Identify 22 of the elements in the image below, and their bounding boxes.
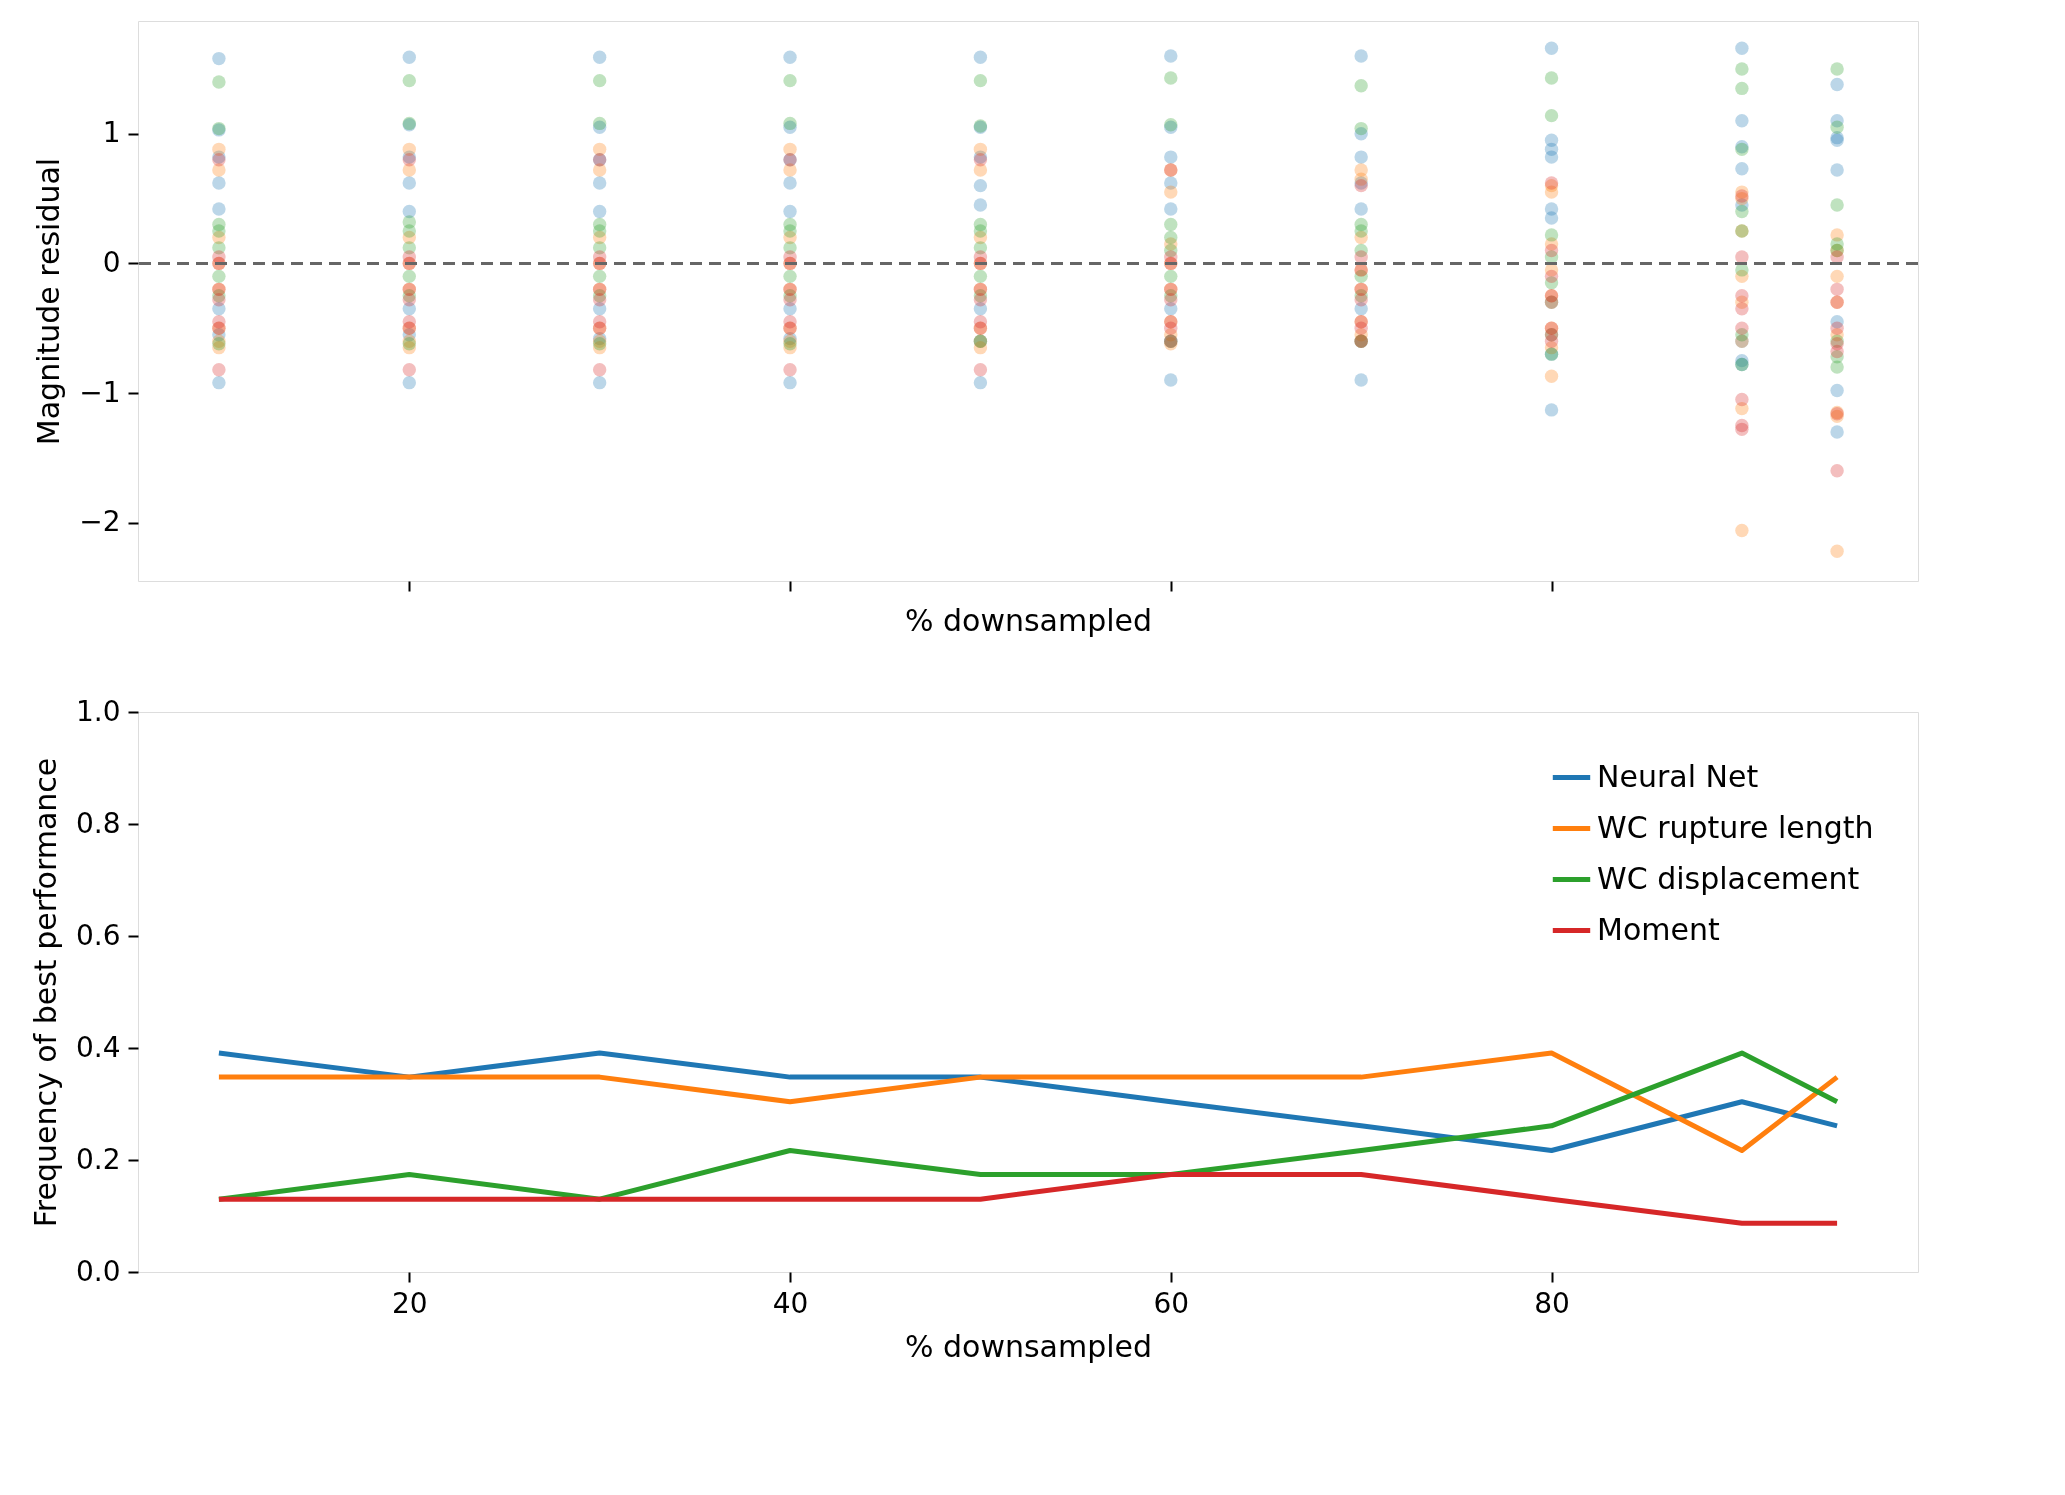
y-tick-label: 0.2 [75, 1142, 121, 1176]
x-tick-label: 80 [1534, 1286, 1570, 1320]
y-tick-label: 1.0 [75, 694, 121, 728]
y-tick-label: 1 [102, 116, 121, 150]
y-tick-label: −2 [79, 505, 121, 539]
y-tick-label: 0.8 [75, 806, 121, 840]
legend-label: WC rupture length [1597, 809, 1874, 845]
x-axis-title: % downsampled [904, 602, 1153, 638]
legend-label: Moment [1597, 911, 1720, 947]
legend-label: WC displacement [1597, 860, 1860, 896]
legend-label: Neural Net [1597, 758, 1759, 794]
y-tick-label: 0.6 [75, 918, 121, 952]
x-tick-label: 40 [772, 1286, 809, 1320]
y-tick-label: −1 [79, 375, 121, 409]
y-axis-title: Frequency of best performance [27, 757, 63, 1228]
x-tick-label: 20 [391, 1286, 428, 1320]
x-axis-title: % downsampled [904, 1328, 1153, 1364]
x-tick-label: 60 [1153, 1286, 1190, 1320]
y-tick-label: 0.0 [75, 1254, 121, 1288]
y-tick-label: 0.4 [75, 1030, 121, 1064]
y-tick-label: 0 [102, 245, 121, 279]
y-axis-title: Magnitude residual [31, 157, 67, 446]
